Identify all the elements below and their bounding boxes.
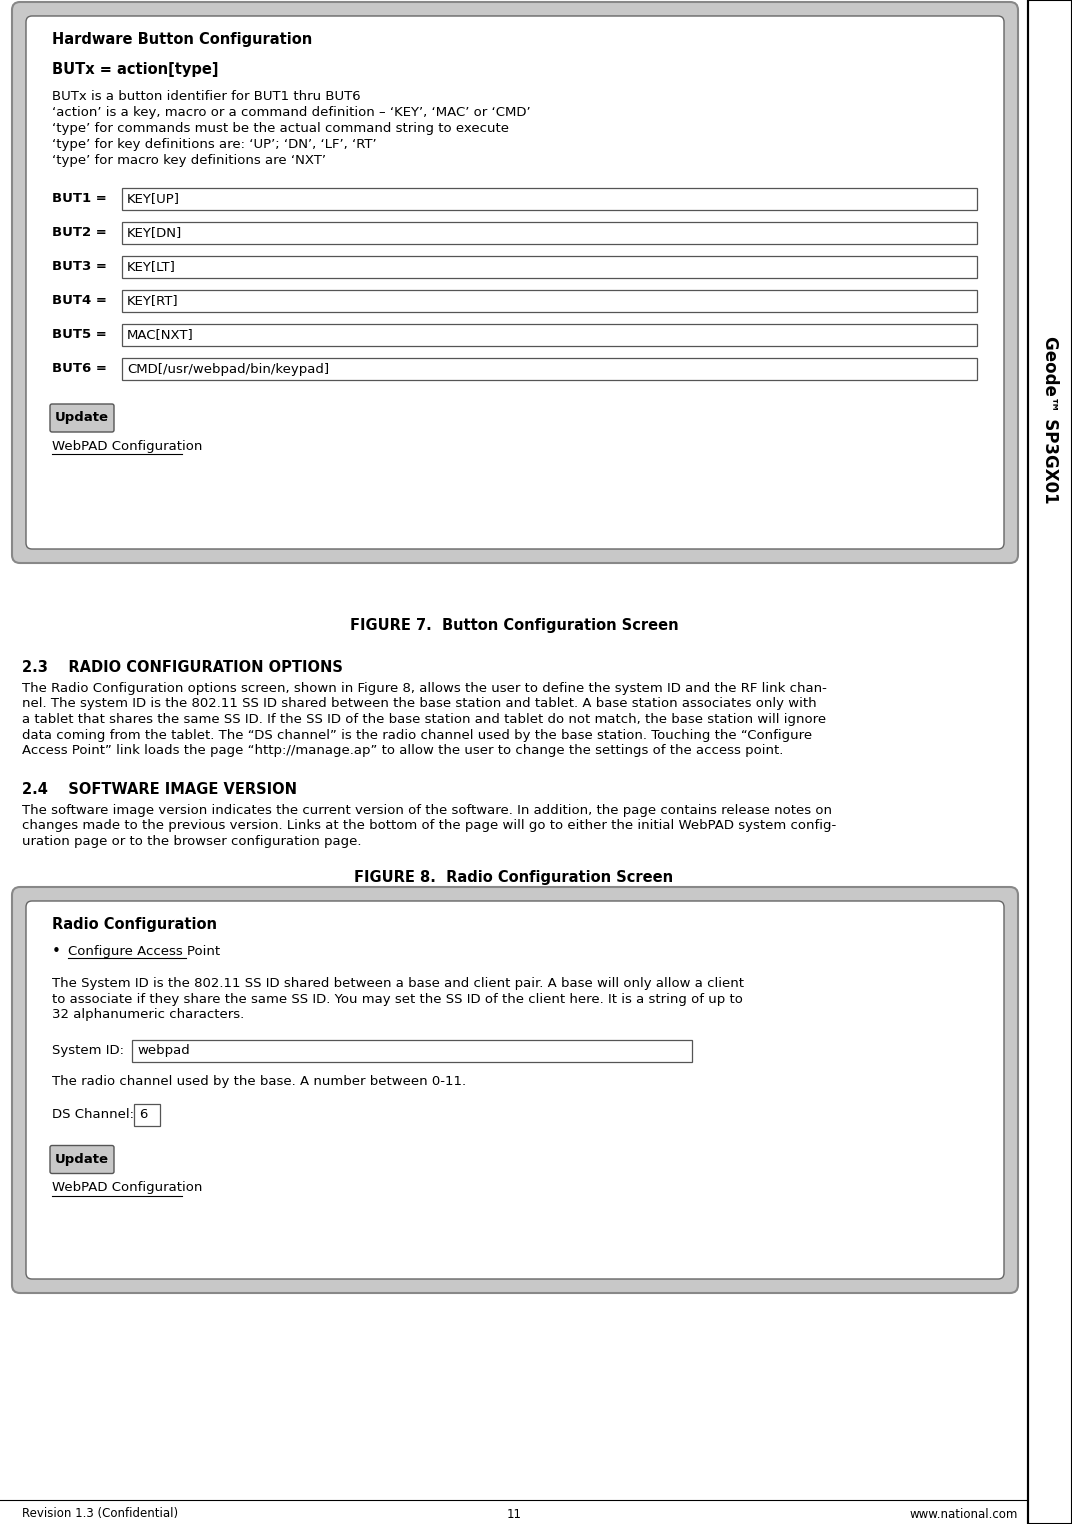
Text: KEY[LT]: KEY[LT] <box>126 261 176 273</box>
Text: ‘type’ for commands must be the actual command string to execute: ‘type’ for commands must be the actual c… <box>53 122 509 136</box>
Bar <box>122 256 977 277</box>
Text: FIGURE 7.  Button Configuration Screen: FIGURE 7. Button Configuration Screen <box>349 619 679 632</box>
Bar <box>122 358 977 379</box>
Text: BUT6 =: BUT6 = <box>53 363 107 375</box>
FancyBboxPatch shape <box>12 2 1018 562</box>
FancyBboxPatch shape <box>50 404 114 431</box>
Text: FIGURE 8.  Radio Configuration Screen: FIGURE 8. Radio Configuration Screen <box>355 870 673 885</box>
Text: BUT4 =: BUT4 = <box>53 294 107 308</box>
Text: The radio channel used by the base. A number between 0-11.: The radio channel used by the base. A nu… <box>53 1076 466 1088</box>
Text: 32 alphanumeric characters.: 32 alphanumeric characters. <box>53 1007 244 1021</box>
Text: The software image version indicates the current version of the software. In add: The software image version indicates the… <box>23 805 832 817</box>
Bar <box>122 290 977 312</box>
Text: KEY[RT]: KEY[RT] <box>126 294 179 308</box>
FancyBboxPatch shape <box>26 15 1004 549</box>
Text: nel. The system ID is the 802.11 SS ID shared between the base station and table: nel. The system ID is the 802.11 SS ID s… <box>23 698 817 710</box>
FancyBboxPatch shape <box>50 1146 114 1173</box>
Text: data coming from the tablet. The “DS channel” is the radio channel used by the b: data coming from the tablet. The “DS cha… <box>23 728 813 742</box>
Bar <box>122 223 977 244</box>
Text: BUTx is a button identifier for BUT1 thru BUT6: BUTx is a button identifier for BUT1 thr… <box>53 90 360 104</box>
Text: to associate if they share the same SS ID. You may set the SS ID of the client h: to associate if they share the same SS I… <box>53 992 743 1006</box>
Bar <box>1028 0 1072 1524</box>
Text: webpad: webpad <box>137 1044 190 1058</box>
Text: a tablet that shares the same SS ID. If the SS ID of the base station and tablet: a tablet that shares the same SS ID. If … <box>23 713 827 725</box>
FancyBboxPatch shape <box>12 887 1018 1292</box>
Text: KEY[DN]: KEY[DN] <box>126 227 182 239</box>
Text: 2.4    SOFTWARE IMAGE VERSION: 2.4 SOFTWARE IMAGE VERSION <box>23 782 297 797</box>
Text: The Radio Configuration options screen, shown in Figure 8, allows the user to de: The Radio Configuration options screen, … <box>23 683 827 695</box>
Text: System ID:: System ID: <box>53 1044 124 1058</box>
Bar <box>134 1103 160 1126</box>
Text: DS Channel:: DS Channel: <box>53 1108 134 1122</box>
FancyBboxPatch shape <box>26 901 1004 1279</box>
Text: BUT5 =: BUT5 = <box>53 329 107 341</box>
Text: Radio Configuration: Radio Configuration <box>53 917 217 933</box>
Text: Access Point” link loads the page “http://manage.ap” to allow the user to change: Access Point” link loads the page “http:… <box>23 744 784 757</box>
Text: BUTx = action[type]: BUTx = action[type] <box>53 62 219 78</box>
Text: changes made to the previous version. Links at the bottom of the page will go to: changes made to the previous version. Li… <box>23 820 836 832</box>
Bar <box>122 187 977 210</box>
Text: BUT1 =: BUT1 = <box>53 192 107 206</box>
Text: WebPAD Configuration: WebPAD Configuration <box>53 1181 203 1195</box>
Bar <box>122 325 977 346</box>
Text: KEY[UP]: KEY[UP] <box>126 192 180 206</box>
Text: ‘type’ for macro key definitions are ‘NXT’: ‘type’ for macro key definitions are ‘NX… <box>53 154 326 168</box>
Text: •: • <box>53 945 61 960</box>
Text: Hardware Button Configuration: Hardware Button Configuration <box>53 32 312 47</box>
Text: WebPAD Configuration: WebPAD Configuration <box>53 440 203 453</box>
Text: 6: 6 <box>139 1108 147 1122</box>
Text: BUT3 =: BUT3 = <box>53 261 107 273</box>
Text: Configure Access Point: Configure Access Point <box>68 945 220 959</box>
Text: 11: 11 <box>506 1507 521 1521</box>
Text: ‘action’ is a key, macro or a command definition – ‘KEY’, ‘MAC’ or ‘CMD’: ‘action’ is a key, macro or a command de… <box>53 107 531 119</box>
Text: Geode™ SP3GX01: Geode™ SP3GX01 <box>1041 337 1059 504</box>
Bar <box>132 1039 693 1062</box>
Text: Update: Update <box>55 411 109 425</box>
Text: Revision 1.3 (Confidential): Revision 1.3 (Confidential) <box>23 1507 178 1521</box>
Text: The System ID is the 802.11 SS ID shared between a base and client pair. A base : The System ID is the 802.11 SS ID shared… <box>53 977 744 991</box>
Text: MAC[NXT]: MAC[NXT] <box>126 329 194 341</box>
Text: CMD[/usr/webpad/bin/keypad]: CMD[/usr/webpad/bin/keypad] <box>126 363 329 375</box>
Text: uration page or to the browser configuration page.: uration page or to the browser configura… <box>23 835 361 847</box>
Text: ‘type’ for key definitions are: ‘UP’; ‘DN’, ‘LF’, ‘RT’: ‘type’ for key definitions are: ‘UP’; ‘D… <box>53 139 376 151</box>
Text: Update: Update <box>55 1154 109 1166</box>
Text: 2.3    RADIO CONFIGURATION OPTIONS: 2.3 RADIO CONFIGURATION OPTIONS <box>23 660 343 675</box>
Text: BUT2 =: BUT2 = <box>53 227 107 239</box>
Text: www.national.com: www.national.com <box>910 1507 1018 1521</box>
